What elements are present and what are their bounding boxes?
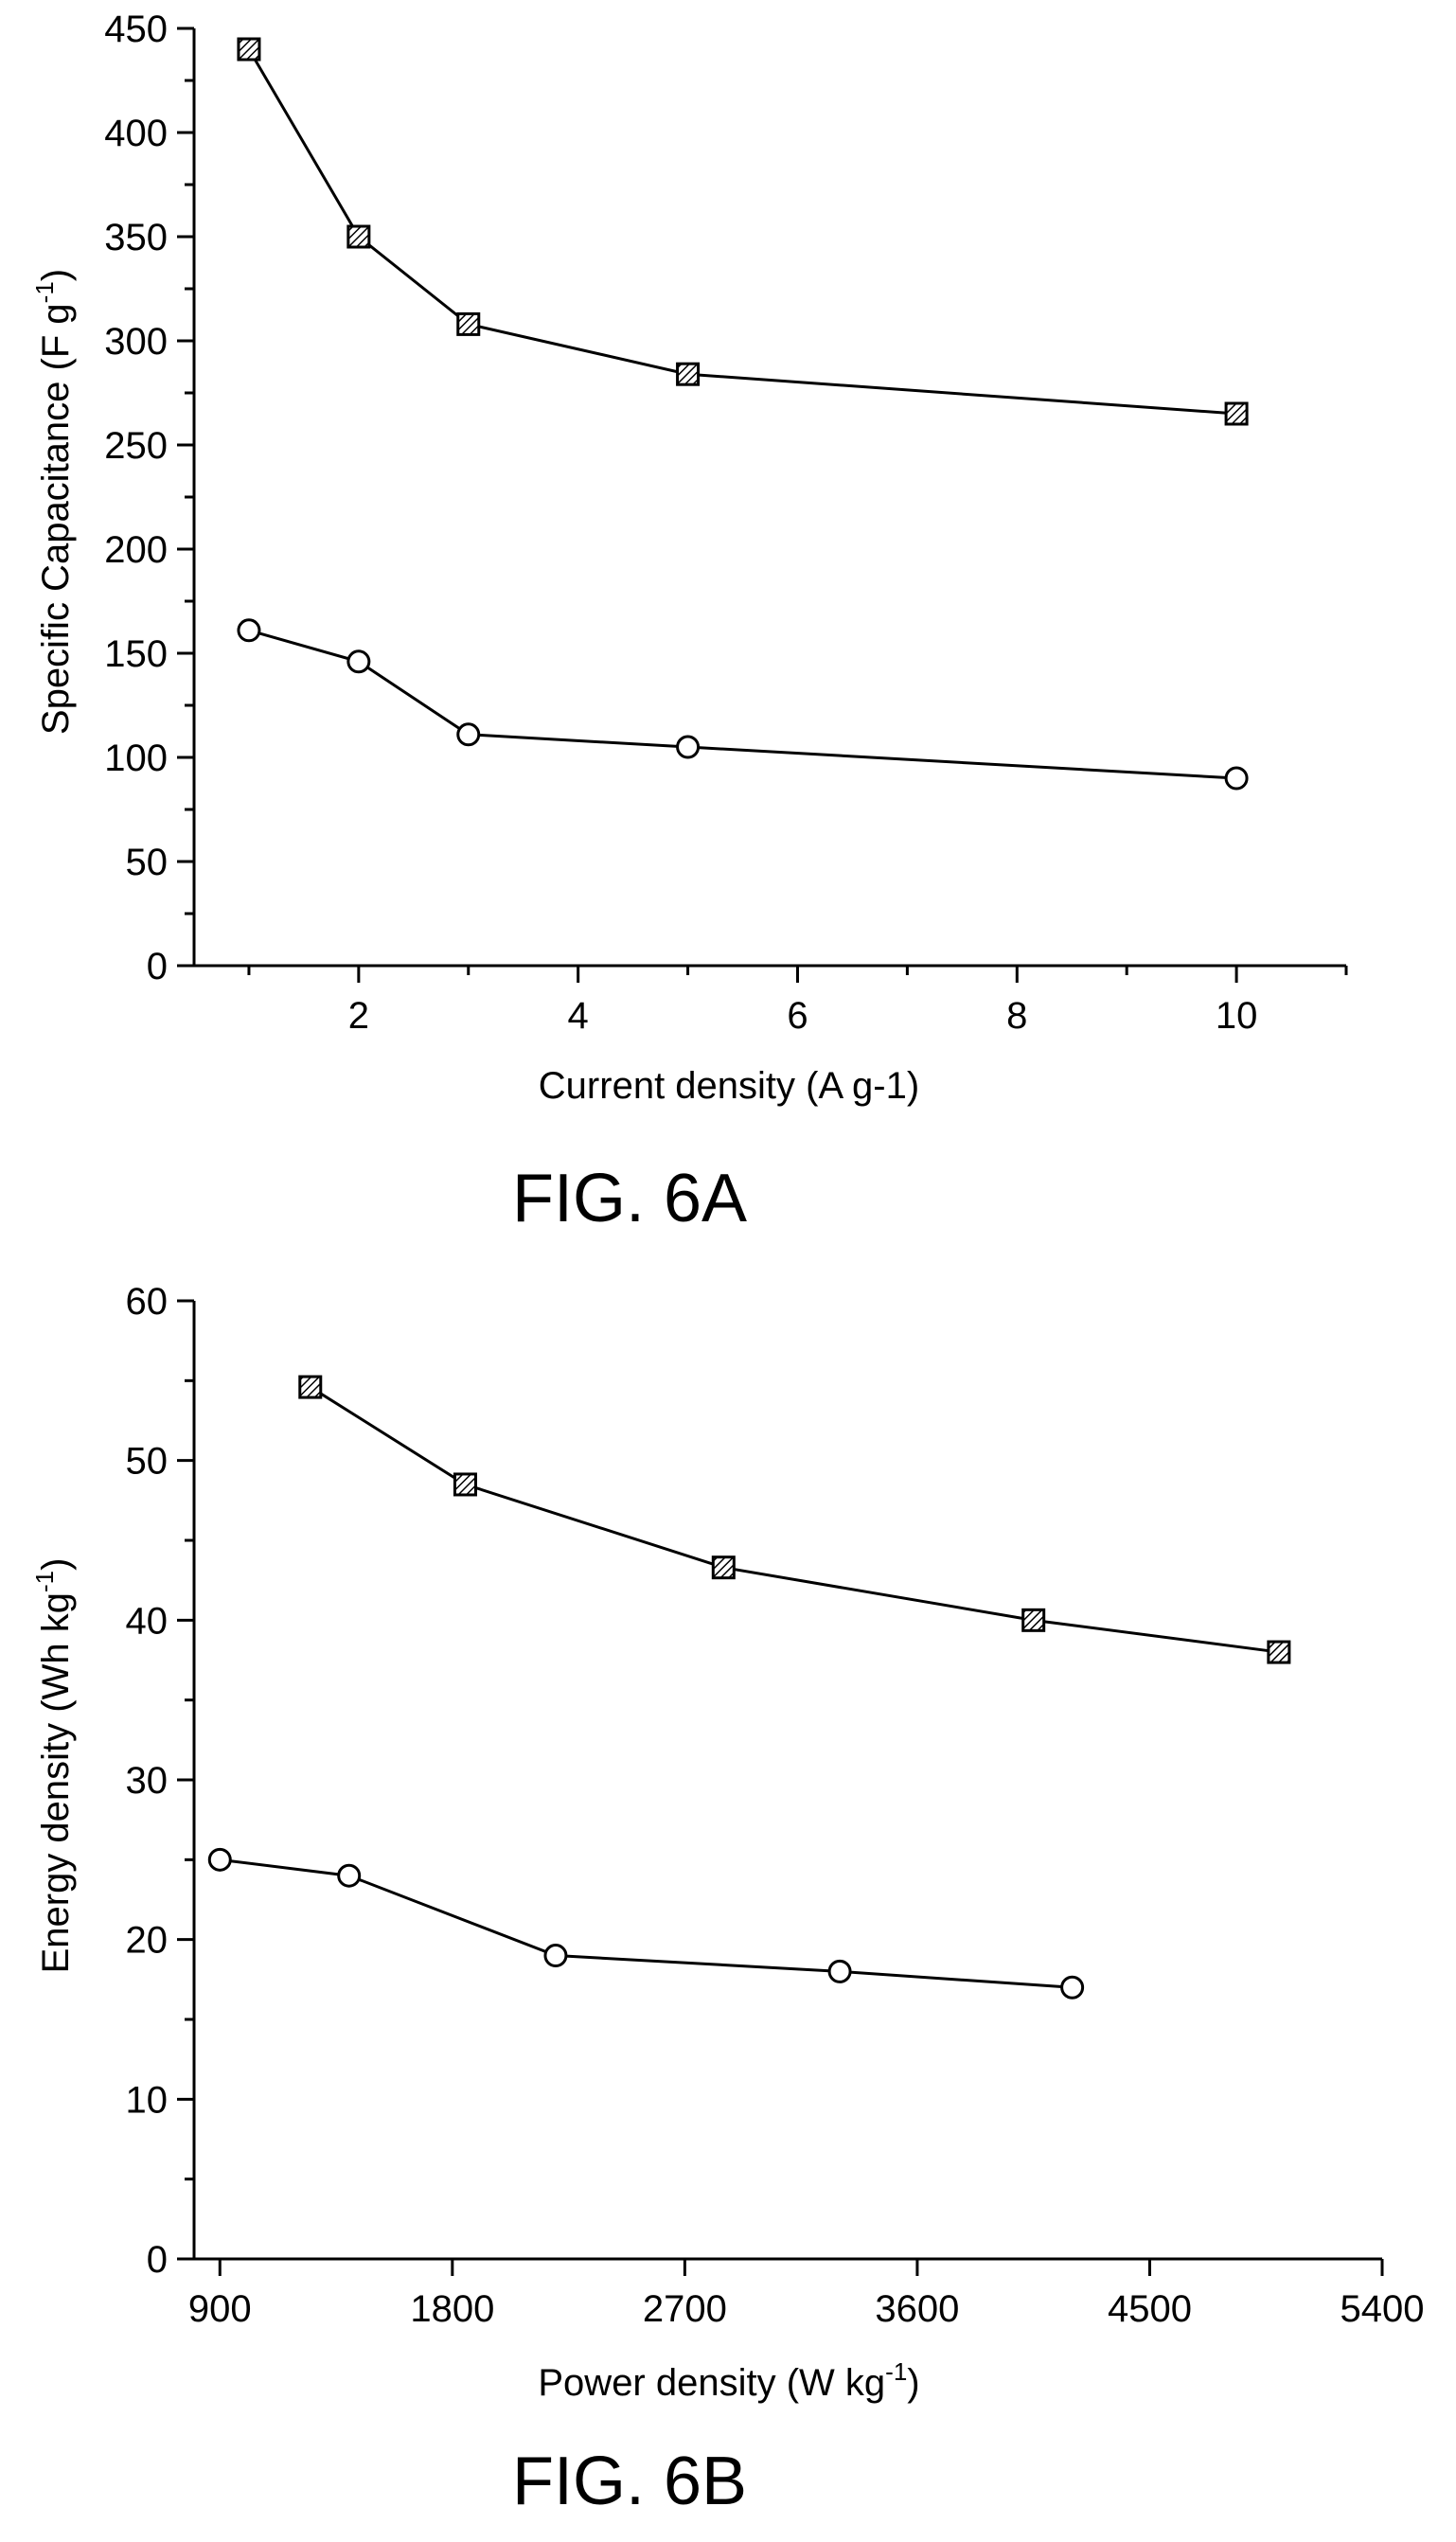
chart-6b-y-tick-label: 0 [147,2239,168,2281]
chart-6a-series-2-line [248,629,1237,780]
chart-6b-series-2-point [207,1847,232,1872]
chart-6a-y-tick-label: 50 [126,842,169,883]
chart-6b-series [207,1375,1291,2000]
chart-6b-y-tick-label: 10 [126,2079,169,2121]
chart-6a-series [237,37,1249,791]
chart-6a-x-tick-label: 6 [787,995,808,1037]
chart-6b-y-tick-label: 50 [126,1441,169,1483]
chart-6a-y-tick-label: 400 [104,113,168,154]
chart-6a-y-axis-label: Specific Capacitance (F g-1) [30,269,77,735]
chart-6a-series-1-point [346,224,371,249]
chart-6a-y-tick-label: 200 [104,529,168,571]
chart-6b-caption: FIG. 6B [512,2444,747,2519]
chart-6b-x-tick-label: 5400 [1341,2288,1425,2330]
chart-6a-x-axis-label: Current density (A g-1) [539,1065,919,1107]
chart-6b: 0 10 20 30 40 50 60 900 1800 2700 3600 4500 5400 Pow… [30,1281,1424,2519]
chart-6a-y-tick-label: 450 [104,9,168,50]
chart-6b-series-1-point [298,1375,323,1399]
chart-6a-series-1-point [1224,401,1249,426]
chart-6a-y-tick-label: 0 [147,946,168,987]
chart-6b-x-tick-label: 3600 [875,2288,959,2330]
chart-6b-y-tick-label: 60 [126,1281,169,1323]
chart-6b-x-tick-label: 2700 [643,2288,727,2330]
chart-6b-series-2-point [543,1944,568,1968]
chart-6a-series-2-point [1224,766,1249,791]
chart-6a-series-2-point [456,722,481,747]
chart-6b-y-axis-label: Energy density (Wh kg-1) [30,1558,77,1974]
chart-6b-series-2-point [827,1959,852,1983]
chart-6b-series-1-line [309,1385,1280,1654]
chart-6a-series-1-line [247,48,1237,416]
chart-6a-ticks: 0 50 100 150 200 250 300 350 400 450 2 4 6 8 10 [104,9,1348,1037]
chart-6a-y-tick-label: 100 [104,738,168,779]
chart-6b-axes [192,1301,1382,2261]
chart-6b-series-1-point [711,1555,736,1580]
chart-6a-series-2-point [346,649,371,674]
chart-6a-y-tick-label: 150 [104,633,168,675]
chart-6a-series-1-point [676,362,701,386]
chart-6a-caption: FIG. 6A [512,1161,747,1236]
chart-6a: 0 50 100 150 200 250 300 350 400 450 2 4 6 8 10 Curren… [30,9,1348,1236]
chart-6a-axes [192,28,1346,968]
chart-6a-x-tick-label: 2 [348,995,369,1037]
chart-6a-y-tick-label: 300 [104,321,168,363]
chart-6b-x-axis-label: Power density (W kg-1) [538,2357,919,2404]
chart-6b-ticks: 0 10 20 30 40 50 60 900 1800 2700 3600 4500 5400 [126,1281,1425,2330]
chart-6a-x-tick-label: 10 [1216,995,1258,1037]
chart-6b-y-tick-label: 40 [126,1600,169,1642]
chart-6a-y-tick-label: 250 [104,425,168,467]
chart-6b-y-tick-label: 30 [126,1760,169,1802]
chart-6a-series-2-point [237,618,261,643]
chart-6b-x-tick-label: 900 [188,2288,252,2330]
chart-6b-x-tick-label: 1800 [410,2288,494,2330]
chart-6a-series-2-point [676,735,701,759]
chart-6a-series-1-point [456,311,481,336]
chart-6b-series-2-point [337,1863,362,1888]
chart-6b-y-tick-label: 20 [126,1920,169,1962]
chart-6a-series-1-point [237,37,261,62]
chart-6a-x-tick-label: 4 [568,995,589,1037]
chart-6a-x-tick-label: 8 [1006,995,1027,1037]
chart-6b-x-tick-label: 4500 [1108,2288,1192,2330]
chart-6b-series-1-point [453,1472,477,1497]
chart-6b-series-1-point [1267,1640,1291,1664]
chart-6b-series-1-point [1021,1608,1046,1632]
chart-6b-series-2-point [1060,1975,1085,2000]
chart-6a-y-tick-label: 350 [104,217,168,258]
